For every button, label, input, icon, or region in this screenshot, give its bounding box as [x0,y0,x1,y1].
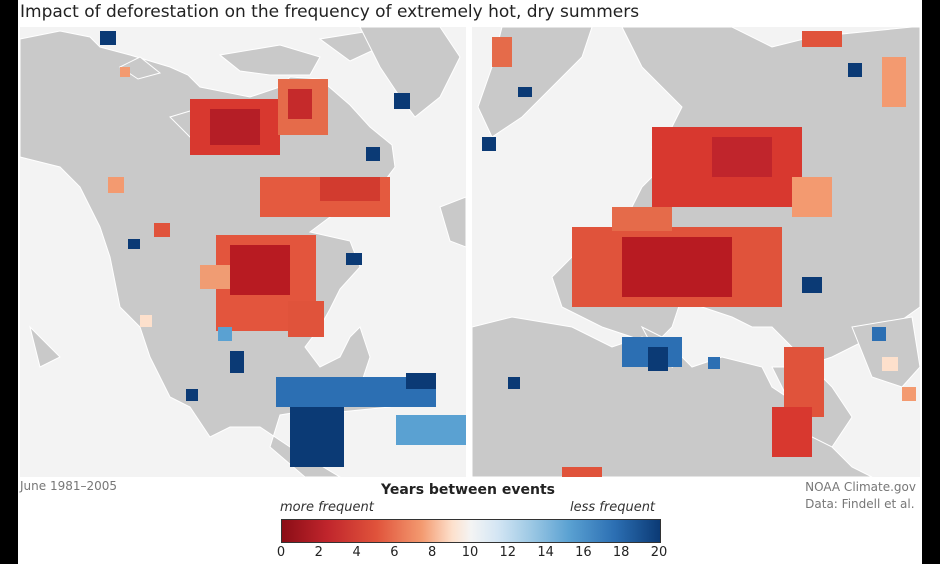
colorbar-tick-label: 20 [650,545,668,560]
credit-line-1: NOAA Climate.gov [805,480,916,494]
colorbar-tick-label: 18 [612,545,630,560]
colorbar-tick-label: 8 [428,545,437,560]
colorbar-tick-label: 14 [537,545,554,560]
credit-line-2: Data: Findell et al. [805,497,915,511]
colorbar-tick-label: 6 [390,545,399,560]
colorbar-tick-label: 12 [499,545,517,560]
colorbar [281,519,661,543]
figure-title: Impact of deforestation on the frequency… [20,2,640,22]
colorbar-tick-label: 4 [352,545,361,560]
legend-more-frequent-label: more frequent [280,500,374,515]
colorbar-tick-label: 2 [314,545,323,560]
map-panel-europe [472,27,920,477]
colorbar-tick-label: 10 [461,545,479,560]
legend-title: Years between events [381,482,555,498]
map-panel-north-america [20,27,466,477]
time-period-label: June 1981–2005 [20,479,118,493]
colorbar-tick-label: 16 [575,545,592,560]
colorbar-tick-label: 0 [276,545,286,560]
legend-less-frequent-label: less frequent [570,500,656,515]
figure-frame: Impact of deforestation on the frequency… [18,0,922,564]
colorbar-ticks: 0 2 4 6 8 10 12 14 16 18 20 [277,545,667,561]
credit-text: NOAA Climate.gov Data: Findell et al. [805,479,916,513]
